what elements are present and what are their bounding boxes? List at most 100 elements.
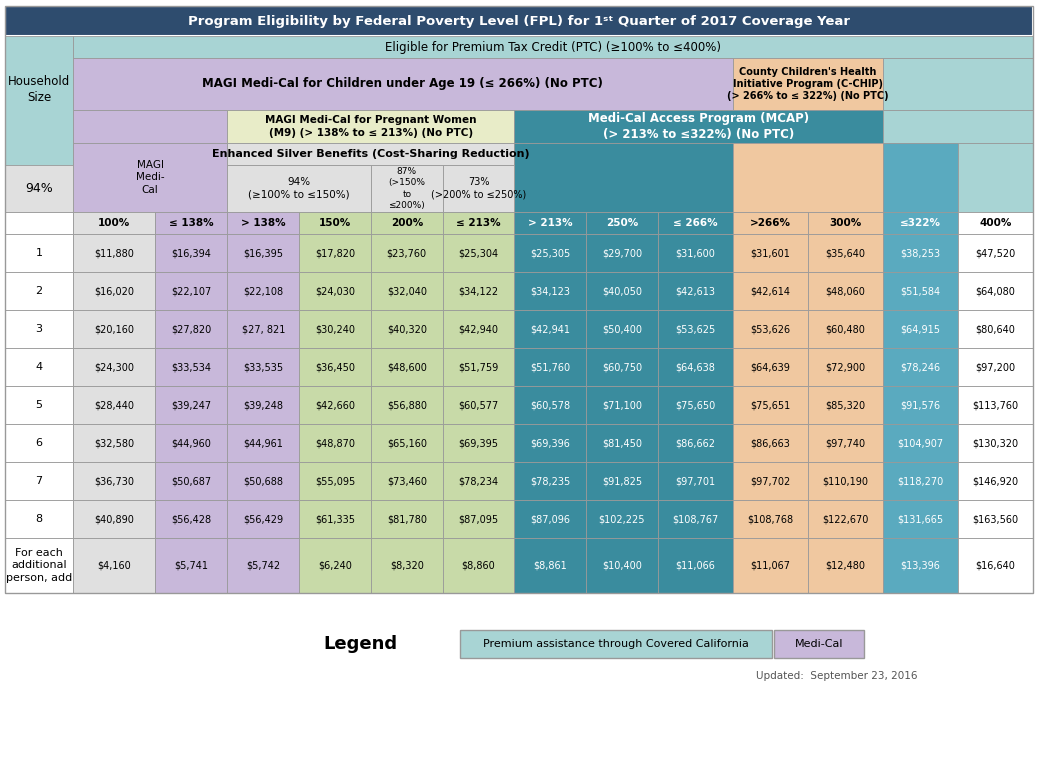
Bar — [883, 310, 958, 348]
Text: $97,740: $97,740 — [825, 438, 866, 448]
Text: $42,614: $42,614 — [750, 286, 790, 296]
Text: $86,663: $86,663 — [750, 438, 790, 448]
Text: $60,750: $60,750 — [602, 362, 643, 372]
Text: 6: 6 — [35, 438, 43, 448]
Bar — [883, 234, 958, 272]
Text: For each
additional
person, add: For each additional person, add — [6, 548, 72, 583]
Text: 200%: 200% — [390, 218, 422, 228]
Bar — [73, 36, 1033, 58]
Bar — [883, 386, 958, 424]
Bar — [299, 212, 371, 234]
Text: $56,880: $56,880 — [387, 400, 427, 410]
Text: $27, 821: $27, 821 — [242, 324, 285, 334]
Bar — [958, 143, 1033, 212]
Text: $87,095: $87,095 — [459, 514, 498, 524]
Bar — [515, 110, 883, 143]
Bar — [808, 212, 883, 234]
Bar — [658, 462, 733, 500]
Bar — [5, 424, 73, 462]
Text: $27,820: $27,820 — [171, 324, 211, 334]
Bar — [515, 212, 586, 234]
Bar — [586, 272, 658, 310]
Text: $91,825: $91,825 — [602, 476, 643, 486]
Bar — [586, 538, 658, 593]
Bar — [5, 348, 73, 386]
Text: Medi-Cal Access Program (MCAP)
(> 213% to ≤322%) (No PTC): Medi-Cal Access Program (MCAP) (> 213% t… — [589, 112, 810, 141]
Text: $20,160: $20,160 — [93, 324, 134, 334]
Bar — [371, 500, 442, 538]
Bar — [733, 386, 808, 424]
Bar — [371, 234, 442, 272]
Text: $108,768: $108,768 — [747, 514, 793, 524]
Text: $64,639: $64,639 — [750, 362, 790, 372]
Text: $33,534: $33,534 — [171, 362, 211, 372]
Bar — [658, 424, 733, 462]
Text: $55,095: $55,095 — [315, 476, 355, 486]
Text: $16,640: $16,640 — [976, 561, 1015, 571]
Bar — [883, 462, 958, 500]
Bar — [733, 348, 808, 386]
Bar — [442, 165, 515, 212]
Bar — [442, 538, 515, 593]
Bar — [808, 462, 883, 500]
Bar — [227, 500, 299, 538]
Bar — [442, 234, 515, 272]
Bar — [5, 6, 1033, 36]
Text: $61,335: $61,335 — [316, 514, 355, 524]
Text: $71,100: $71,100 — [602, 400, 641, 410]
Bar — [808, 272, 883, 310]
Text: ≤ 213%: ≤ 213% — [457, 218, 500, 228]
Text: $4,160: $4,160 — [97, 561, 131, 571]
Bar — [73, 424, 155, 462]
Bar — [155, 272, 227, 310]
Bar — [5, 538, 73, 593]
Text: 7: 7 — [35, 476, 43, 486]
Bar — [883, 272, 958, 310]
Bar — [442, 500, 515, 538]
Text: Eligible for Premium Tax Credit (PTC) (≥100% to ≤400%): Eligible for Premium Tax Credit (PTC) (≥… — [385, 40, 721, 53]
Text: $60,577: $60,577 — [459, 400, 498, 410]
Text: 5: 5 — [35, 400, 43, 410]
Text: $48,060: $48,060 — [825, 286, 866, 296]
Bar — [155, 310, 227, 348]
Text: $16,394: $16,394 — [171, 248, 211, 258]
Text: $34,123: $34,123 — [530, 286, 570, 296]
Bar — [515, 538, 586, 593]
Text: $64,915: $64,915 — [900, 324, 940, 334]
Text: 8: 8 — [35, 514, 43, 524]
Bar — [733, 462, 808, 500]
Bar — [958, 386, 1033, 424]
Text: $22,107: $22,107 — [171, 286, 211, 296]
Text: > 213%: > 213% — [528, 218, 573, 228]
Text: $81,780: $81,780 — [387, 514, 427, 524]
Bar — [73, 462, 155, 500]
Text: $40,050: $40,050 — [602, 286, 641, 296]
Bar — [73, 500, 155, 538]
Bar — [371, 538, 442, 593]
Text: $34,122: $34,122 — [459, 286, 498, 296]
Bar — [299, 234, 371, 272]
Bar — [371, 310, 442, 348]
Bar — [371, 212, 442, 234]
Text: > 138%: > 138% — [241, 218, 285, 228]
Text: $78,234: $78,234 — [459, 476, 498, 486]
Text: MAGI Medi-Cal for Pregnant Women
(M9) (> 138% to ≤ 213%) (No PTC): MAGI Medi-Cal for Pregnant Women (M9) (>… — [265, 116, 476, 138]
Text: $50,687: $50,687 — [171, 476, 211, 486]
Text: $5,741: $5,741 — [174, 561, 208, 571]
Bar — [515, 310, 586, 348]
Bar — [733, 58, 883, 110]
Bar — [883, 212, 958, 234]
Bar — [515, 143, 733, 212]
Text: MAGI
Medi-
Cal: MAGI Medi- Cal — [136, 160, 165, 195]
Bar — [73, 310, 155, 348]
Bar — [442, 310, 515, 348]
Text: $35,640: $35,640 — [825, 248, 866, 258]
Bar — [227, 212, 299, 234]
Bar — [155, 212, 227, 234]
Bar — [808, 310, 883, 348]
Bar — [155, 500, 227, 538]
Bar — [958, 424, 1033, 462]
Text: $17,820: $17,820 — [315, 248, 355, 258]
Bar — [5, 234, 73, 272]
Bar — [227, 272, 299, 310]
